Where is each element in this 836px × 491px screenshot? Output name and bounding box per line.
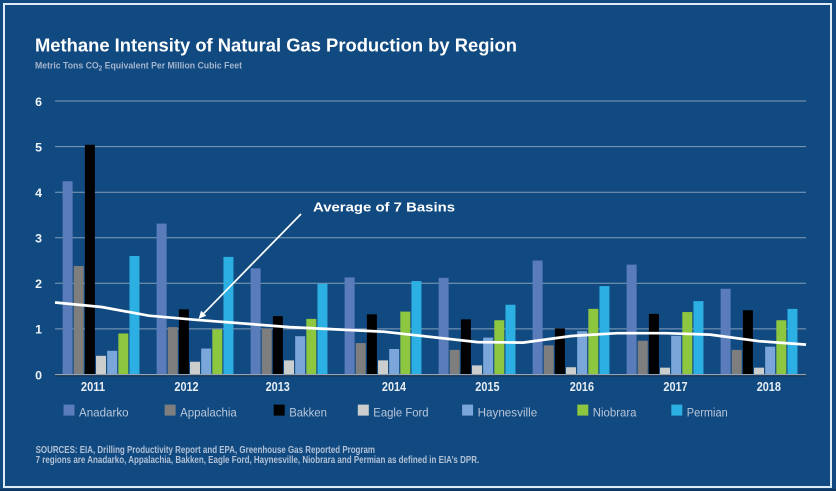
svg-text:7 regions are Anadarko, Appala: 7 regions are Anadarko, Appalachia, Bakk… xyxy=(36,455,480,466)
svg-text:Anadarko: Anadarko xyxy=(79,405,129,419)
svg-text:Haynesville: Haynesville xyxy=(478,405,538,419)
svg-text:1: 1 xyxy=(35,323,42,337)
svg-text:2011: 2011 xyxy=(81,380,105,394)
svg-text:2017: 2017 xyxy=(663,380,687,394)
svg-text:0: 0 xyxy=(35,368,42,382)
svg-text:Permian: Permian xyxy=(687,405,728,419)
svg-text:3: 3 xyxy=(35,232,42,246)
svg-text:2014: 2014 xyxy=(382,380,406,394)
svg-text:2016: 2016 xyxy=(570,380,594,394)
svg-text:2018: 2018 xyxy=(757,380,781,394)
svg-text:4: 4 xyxy=(35,186,42,200)
svg-text:SOURCES: EIA, Drilling Product: SOURCES: EIA, Drilling Productivity Repo… xyxy=(36,445,376,456)
svg-text:Metric Tons CO2 Equivalent Per: Metric Tons CO2 Equivalent Per Million C… xyxy=(35,61,243,73)
svg-text:Average of 7 Basins: Average of 7 Basins xyxy=(313,200,455,215)
svg-text:Niobrara: Niobrara xyxy=(593,405,637,419)
svg-text:Eagle Ford: Eagle Ford xyxy=(373,405,428,419)
svg-text:2015: 2015 xyxy=(475,380,499,394)
svg-text:2012: 2012 xyxy=(174,380,198,394)
svg-text:5: 5 xyxy=(35,140,42,154)
svg-text:2013: 2013 xyxy=(266,380,290,394)
svg-text:2: 2 xyxy=(35,277,42,291)
svg-text:Appalachia: Appalachia xyxy=(180,405,237,419)
svg-text:Bakken: Bakken xyxy=(289,405,327,419)
svg-text:6: 6 xyxy=(35,95,42,109)
svg-text:Methane Intensity of Natural G: Methane Intensity of Natural Gas Product… xyxy=(35,36,517,56)
